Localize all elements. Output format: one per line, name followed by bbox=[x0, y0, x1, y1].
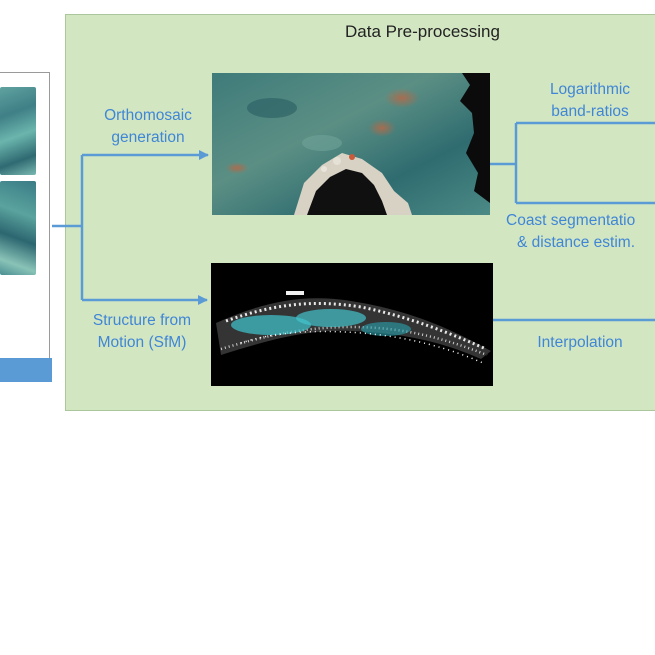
label-coast-segmentation: Coast segmentatio & distance estim. bbox=[506, 210, 655, 254]
label-structure-from-motion: Structure from Motion (SfM) bbox=[80, 310, 204, 354]
label-line: generation bbox=[111, 129, 185, 146]
sfm-point-cloud-image bbox=[211, 263, 493, 386]
input-image-thumbnail bbox=[0, 181, 36, 275]
label-logarithmic-band-ratios: Logarithmic band-ratios bbox=[535, 79, 645, 123]
orthomosaic-image bbox=[212, 73, 490, 215]
label-interpolation: Interpolation bbox=[537, 334, 623, 351]
label-line: Motion (SfM) bbox=[97, 334, 187, 351]
label-line: Orthomosaic bbox=[104, 107, 192, 124]
label-line: band-ratios bbox=[551, 103, 629, 120]
label-orthomosaic-generation: Orthomosaic generation bbox=[90, 105, 206, 149]
input-panel-bar bbox=[0, 358, 52, 382]
label-line: & distance estim. bbox=[517, 234, 636, 251]
label-line: Coast segmentatio bbox=[506, 212, 636, 229]
label-line: Logarithmic bbox=[549, 81, 631, 98]
input-image-thumbnail bbox=[0, 87, 36, 175]
preprocessing-title: Data Pre-processing bbox=[345, 22, 500, 41]
label-line: Structure from bbox=[92, 312, 192, 329]
